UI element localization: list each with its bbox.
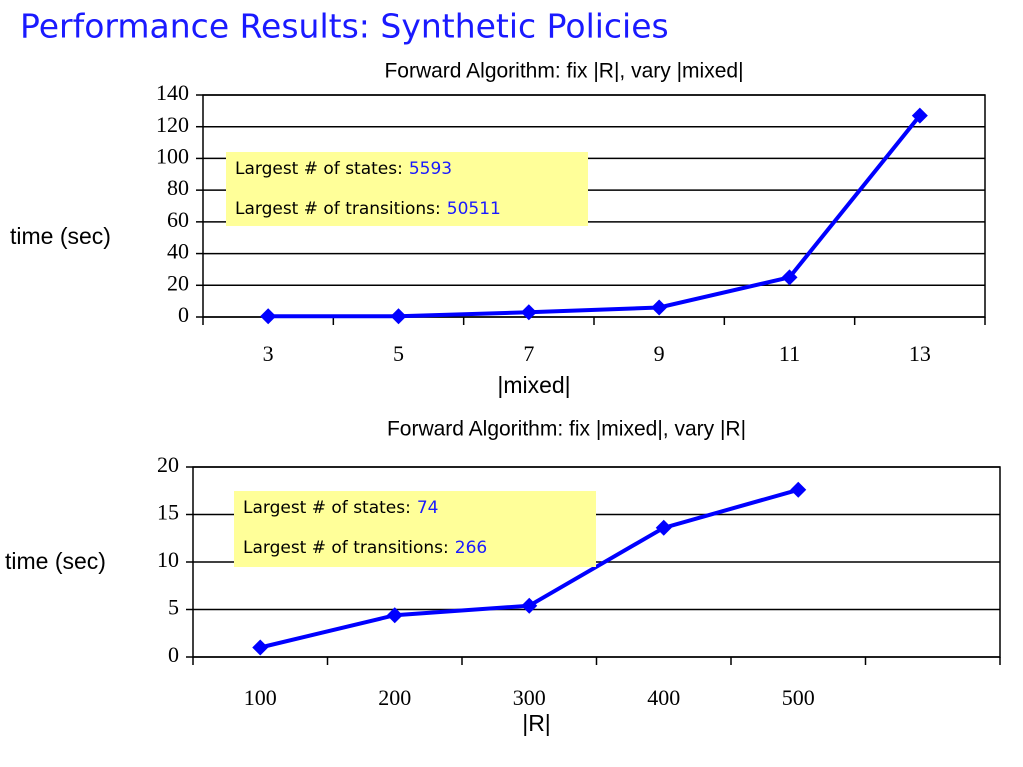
marker <box>781 269 798 286</box>
chart-title: Forward Algorithm: fix |mixed|, vary |R| <box>387 418 746 441</box>
annotation-value: 50511 <box>447 199 501 219</box>
line <box>268 114 922 319</box>
x-axis-label: |R| <box>522 710 551 736</box>
marker <box>260 308 277 325</box>
marker <box>520 304 537 321</box>
y-tick-label: 10 <box>157 547 179 572</box>
annotation-value: 266 <box>455 538 487 558</box>
x-tick-label: 100 <box>244 685 277 710</box>
x-tick-label: 5 <box>393 341 404 366</box>
marker <box>655 519 672 536</box>
marker <box>386 607 403 624</box>
x-tick-label: 500 <box>782 685 815 710</box>
annotation-box <box>226 152 588 226</box>
x-tick-label: 11 <box>779 341 800 366</box>
annotation-value: 5593 <box>409 159 452 179</box>
x-tick-label: 13 <box>909 341 931 366</box>
y-tick-label: 140 <box>156 80 189 105</box>
y-tick-label: 60 <box>167 207 189 232</box>
y-tick-label: 40 <box>167 239 189 264</box>
marker <box>911 107 928 124</box>
marker <box>790 481 807 498</box>
annotation: Largest # of transitions: 50511 <box>235 199 501 219</box>
x-tick-label: 400 <box>647 685 680 710</box>
y-tick-label: 100 <box>156 143 189 168</box>
annotation-label: Largest # of transitions: <box>243 538 449 558</box>
x-axis-label: |mixed| <box>497 372 570 398</box>
annotation: Largest # of transitions: 266 <box>243 538 487 558</box>
annotation-label: Largest # of transitions: <box>235 199 441 219</box>
annotation-value: 74 <box>417 498 439 518</box>
chart-title: Forward Algorithm: fix |R|, vary |mixed| <box>384 60 743 83</box>
annotation-box <box>234 491 596 567</box>
x-tick-label: 3 <box>263 341 274 366</box>
y-tick-label: 80 <box>167 175 189 200</box>
y-tick-label: 20 <box>157 452 179 477</box>
x-tick-label: 9 <box>654 341 665 366</box>
y-tick-label: 120 <box>156 112 189 137</box>
y-tick-label: 15 <box>157 500 179 525</box>
slide-title: Performance Results: Synthetic Policies <box>20 7 669 46</box>
y-tick-label: 5 <box>168 595 179 620</box>
x-tick-label: 300 <box>513 685 546 710</box>
y-tick-label: 0 <box>178 302 189 327</box>
annotation: Largest # of states: 74 <box>243 498 438 518</box>
annotation-label: Largest # of states: <box>235 159 403 179</box>
y-axis-label: time (sec) <box>5 548 106 574</box>
marker <box>521 597 538 614</box>
x-tick-label: 7 <box>523 341 534 366</box>
annotation-label: Largest # of states: <box>243 498 411 518</box>
marker <box>252 639 269 656</box>
y-tick-label: 20 <box>167 270 189 295</box>
marker <box>651 299 668 316</box>
marker <box>390 308 407 325</box>
y-axis-label: time (sec) <box>10 223 111 249</box>
annotation: Largest # of states: 5593 <box>235 159 452 179</box>
x-tick-label: 200 <box>378 685 411 710</box>
y-tick-label: 0 <box>168 642 179 667</box>
